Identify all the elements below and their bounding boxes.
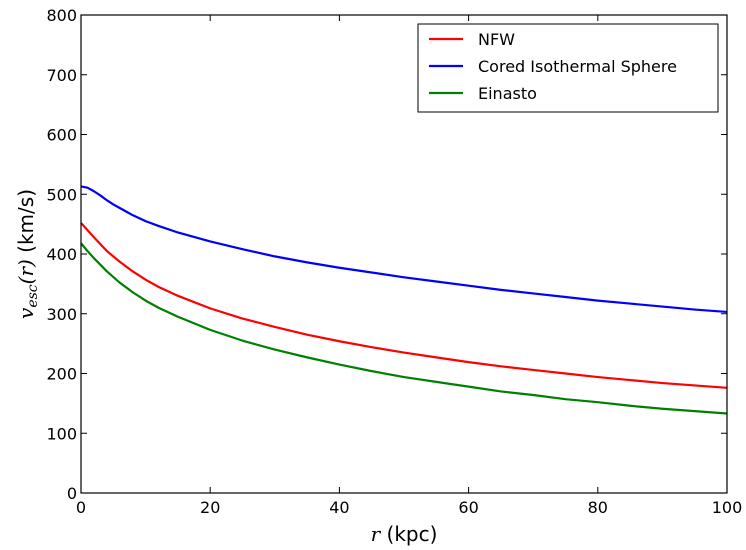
y-tick-label: 700 <box>46 66 77 85</box>
x-tick-label: 0 <box>76 498 86 517</box>
x-tick-label: 60 <box>458 498 478 517</box>
series-layer <box>80 185 728 415</box>
tick-labels: 0 20 40 60 80 100 0 100 200 300 400 500 600 700 800 <box>46 6 742 517</box>
x-axis-label-math: r <box>371 522 382 546</box>
y-tick-label: 200 <box>46 365 77 384</box>
legend: NFW Cored Isothermal Sphere Einasto <box>417 23 719 113</box>
x-axis-label: r (kpc) <box>371 522 438 546</box>
x-tick-label: 100 <box>712 498 743 517</box>
series-line-nfw <box>80 222 728 389</box>
series-line-cored-isothermal-sphere <box>80 185 728 314</box>
legend-box <box>417 23 719 113</box>
y-axis-label-text: (km/s) <box>14 189 38 259</box>
x-tick-label: 40 <box>329 498 349 517</box>
y-axis-label-math-sub: esc <box>25 284 41 307</box>
y-tick-label: 300 <box>46 305 77 324</box>
y-tick-label: 600 <box>46 126 77 145</box>
x-tick-label: 20 <box>200 498 220 517</box>
y-axis-label: vesc(r) (km/s) <box>14 189 41 319</box>
y-axis-label-math-arg: (r) <box>14 259 38 284</box>
y-tick-label: 0 <box>67 484 77 503</box>
y-axis-label-math: v <box>14 307 38 319</box>
legend-label-einasto: Einasto <box>478 84 537 103</box>
y-tick-label: 100 <box>46 424 77 443</box>
y-tick-label: 800 <box>46 6 77 25</box>
x-axis-label-text: (kpc) <box>380 522 437 546</box>
legend-label-cored-isothermal-sphere: Cored Isothermal Sphere <box>478 57 677 76</box>
x-tick-label: 80 <box>588 498 608 517</box>
y-tick-label: 400 <box>46 245 77 264</box>
series-line-einasto <box>80 242 728 415</box>
legend-label-nfw: NFW <box>478 30 515 49</box>
y-tick-label: 500 <box>46 185 77 204</box>
plot-frame <box>80 14 728 494</box>
